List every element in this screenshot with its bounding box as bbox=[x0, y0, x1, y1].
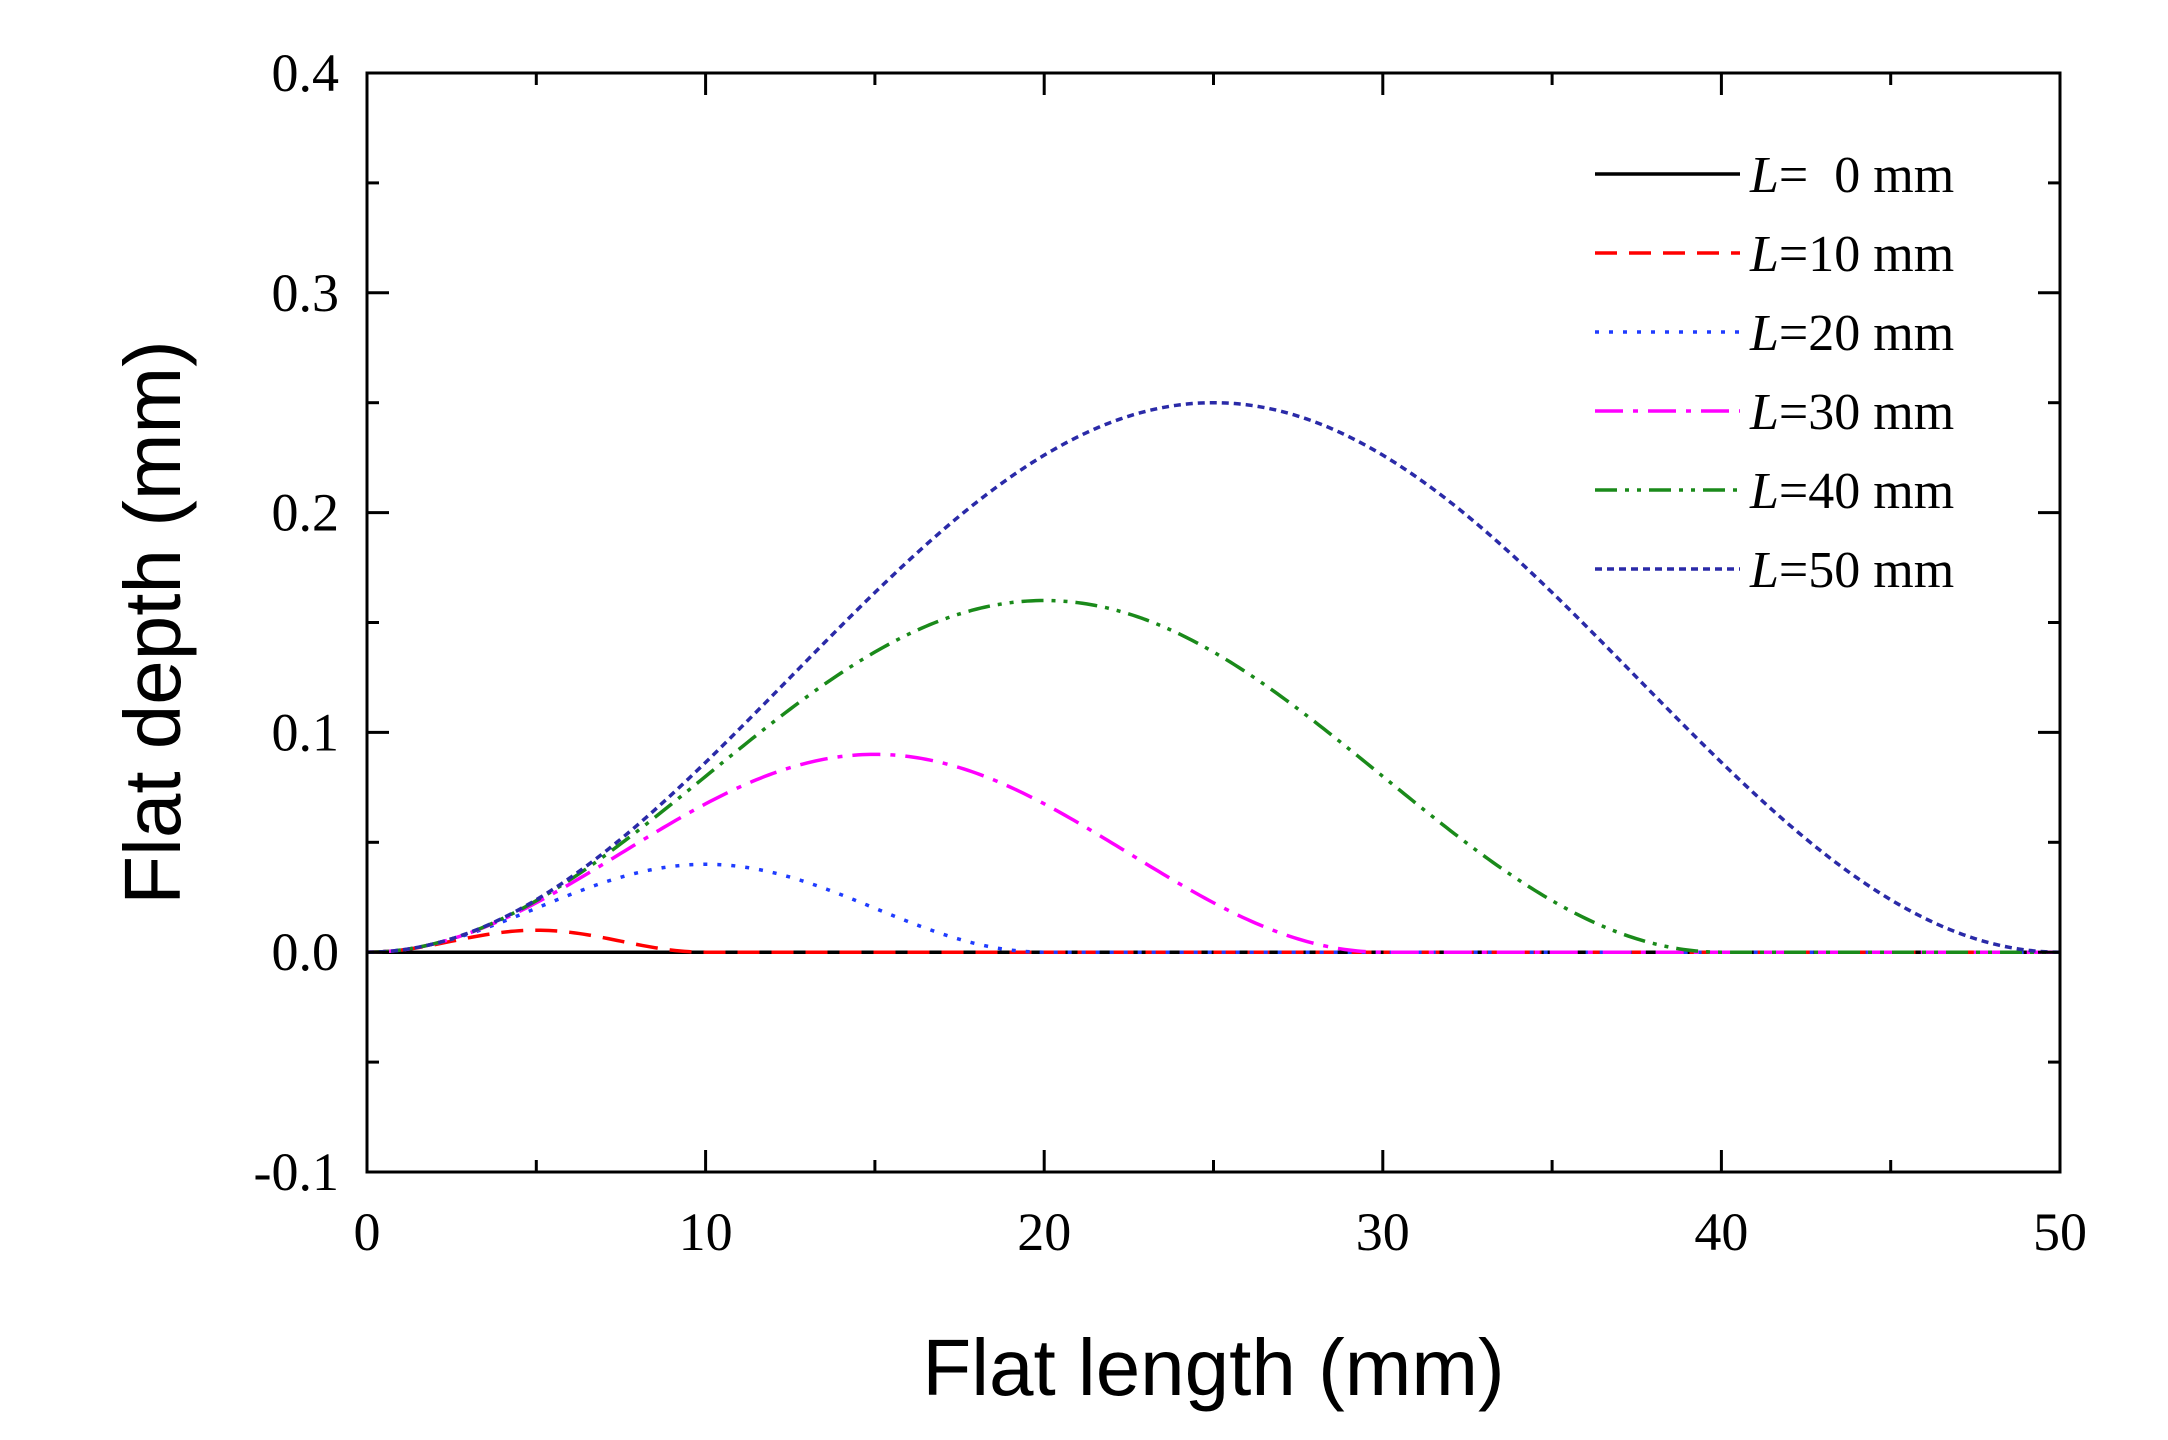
legend-label-4: L=40 mm bbox=[1749, 463, 1954, 520]
x-tick-label: 10 bbox=[679, 1202, 733, 1262]
legend-label-variable: L bbox=[1749, 463, 1779, 520]
legend-label-value: =30 mm bbox=[1779, 384, 1954, 441]
legend-label-variable: L bbox=[1749, 305, 1779, 362]
y-tick-label: -0.1 bbox=[254, 1142, 339, 1202]
series-line-1 bbox=[366, 928, 2060, 954]
x-tick-label: 50 bbox=[2033, 1202, 2087, 1262]
legend-label-variable: L bbox=[1749, 226, 1779, 283]
y-axis-title: Flat depth (mm) bbox=[108, 340, 197, 905]
legend-label-variable: L bbox=[1749, 542, 1779, 599]
legend-label-variable: L bbox=[1749, 147, 1779, 204]
x-tick-label: 20 bbox=[1017, 1202, 1071, 1262]
legend-label-2: L=20 mm bbox=[1749, 305, 1954, 362]
legend-label-1: L=10 mm bbox=[1749, 226, 1954, 283]
series-line-4 bbox=[366, 598, 2060, 954]
legend-label-value: = 0 mm bbox=[1779, 147, 1954, 204]
legend: L= 0 mmL=10 mmL=20 mmL=30 mmL=40 mmL=50 … bbox=[1595, 147, 1954, 599]
y-tick-label: 0.1 bbox=[272, 702, 340, 762]
x-tick-label: 30 bbox=[1356, 1202, 1410, 1262]
legend-label-5: L=50 mm bbox=[1749, 542, 1954, 599]
series-line-2 bbox=[366, 862, 2060, 954]
series-layer bbox=[366, 400, 2061, 954]
legend-label-value: =50 mm bbox=[1779, 542, 1954, 599]
y-tick-label: 0.0 bbox=[272, 922, 340, 982]
axis-ticks: 0 10 20 30 40 50 -0.1 0.0 0.1 0.2 0.3 0.4 bbox=[254, 43, 2087, 1262]
legend-label-3: L=30 mm bbox=[1749, 384, 1954, 441]
legend-label-value: =40 mm bbox=[1779, 463, 1954, 520]
y-tick-label: 0.3 bbox=[272, 263, 340, 323]
series-line-5 bbox=[366, 400, 2061, 954]
x-axis-title: Flat length (mm) bbox=[922, 1323, 1504, 1412]
y-tick-label: 0.2 bbox=[272, 483, 340, 543]
x-tick-label: 0 bbox=[354, 1202, 381, 1262]
legend-label-value: =10 mm bbox=[1779, 226, 1954, 283]
legend-label-0: L= 0 mm bbox=[1749, 147, 1954, 204]
series-line-3 bbox=[366, 752, 2060, 954]
legend-label-variable: L bbox=[1749, 384, 1779, 441]
legend-label-value: =20 mm bbox=[1779, 305, 1954, 362]
y-tick-label: 0.4 bbox=[272, 43, 340, 103]
x-tick-label: 40 bbox=[1694, 1202, 1748, 1262]
